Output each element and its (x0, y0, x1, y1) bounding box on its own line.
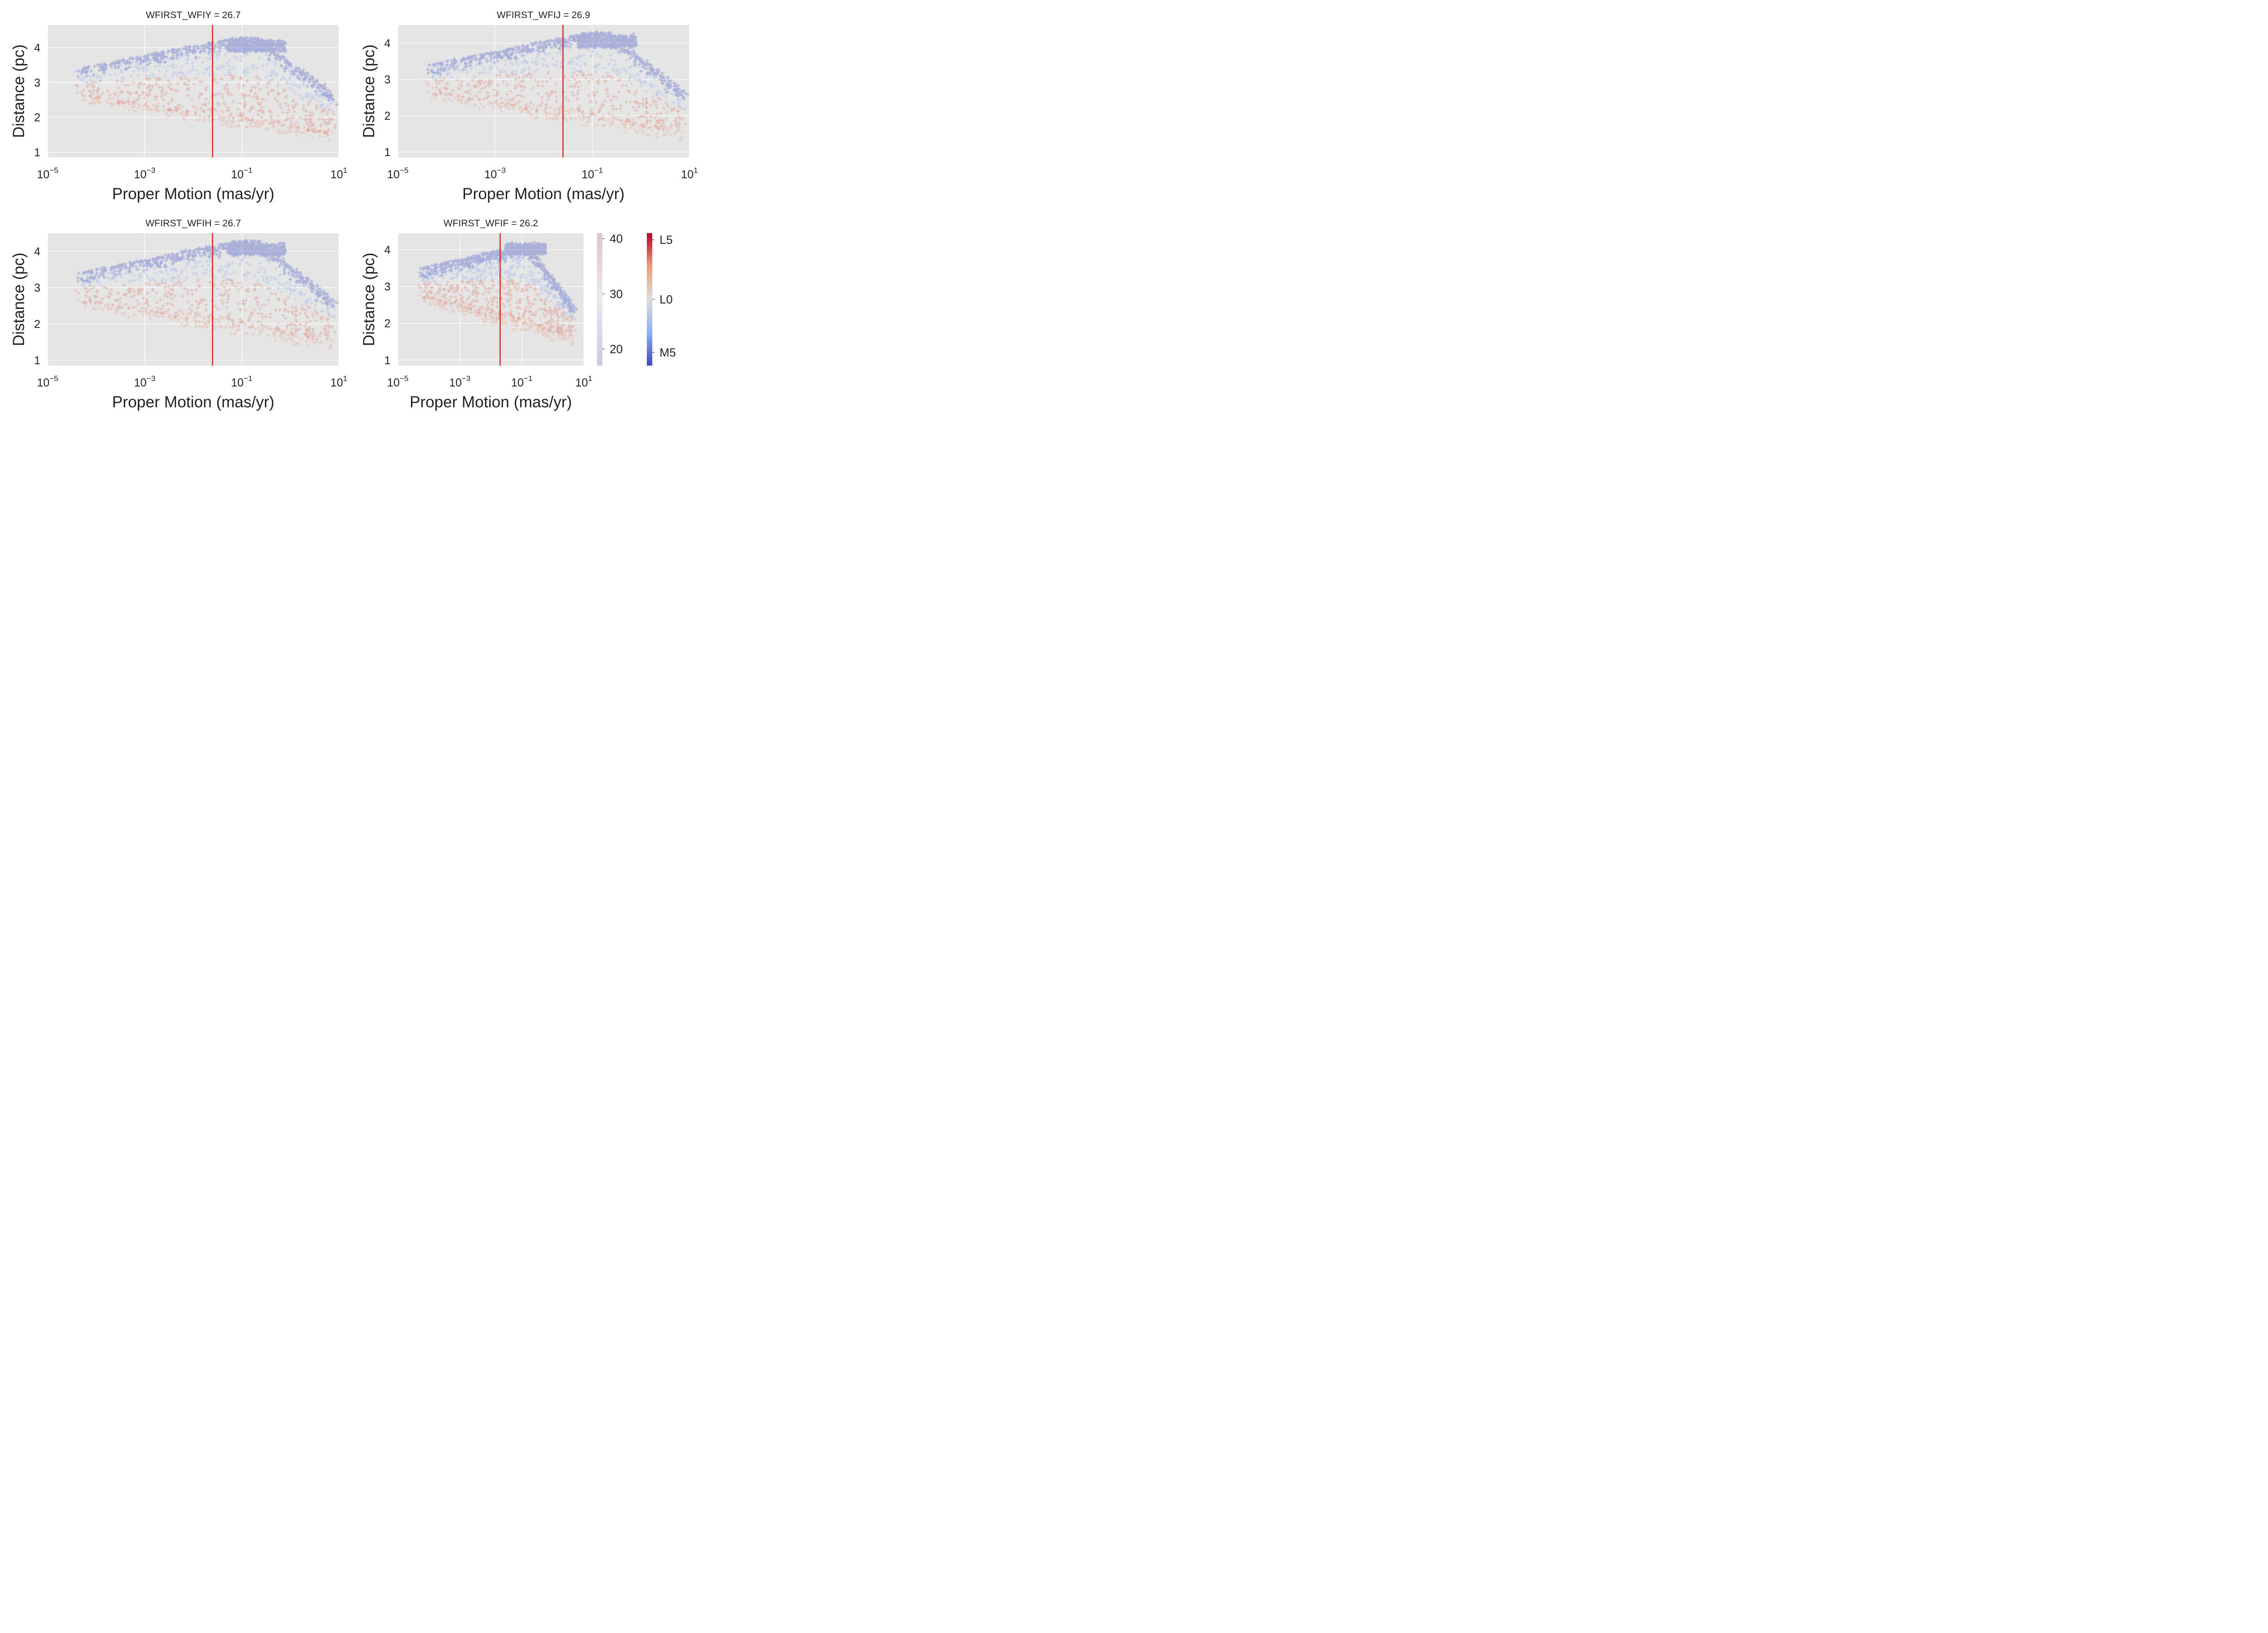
panel-title: WFIRST_WFIH = 26.7 (146, 218, 241, 229)
y-tick-label: 2 (384, 110, 391, 122)
point-cloud (74, 239, 339, 350)
scatter-points (74, 278, 337, 341)
scatter-points (76, 239, 339, 308)
scatter-points (418, 289, 575, 346)
x-axis-label: Proper Motion (mas/yr) (112, 393, 274, 411)
scatter-points (74, 44, 336, 113)
y-axis-label: Distance (pc) (360, 253, 378, 346)
y-tick-label: 3 (34, 77, 40, 89)
x-tick-labels: 10−5 10−3 10−1 101 (387, 374, 592, 389)
grid-lines (397, 233, 584, 366)
x-tick-label: 101 (330, 374, 347, 389)
x-tick-label: 10−5 (387, 166, 408, 181)
x-tick-label: 10−5 (37, 166, 58, 181)
y-tick-label: 1 (34, 146, 40, 159)
scatter-points (430, 42, 688, 111)
x-tick-label: 101 (330, 166, 347, 181)
plot-area (48, 233, 339, 366)
y-tick-label: 1 (384, 146, 391, 159)
y-tick-labels: 1 2 3 4 (384, 37, 391, 159)
colorbar-tick-label: 40 (610, 232, 623, 245)
y-tick-label: 1 (34, 354, 40, 367)
point-cloud (74, 35, 339, 142)
scatter-points (420, 253, 577, 321)
x-tick-label: 10−3 (449, 374, 470, 389)
alpha-colorbar-strip (597, 233, 602, 366)
alpha-colorbar: 20 30 40 (597, 232, 623, 366)
x-tick-label: 10−1 (231, 374, 252, 389)
x-axis-label: Proper Motion (mas/yr) (410, 393, 572, 411)
colorbar-tick-label: 20 (610, 342, 623, 356)
scatter-points (74, 73, 337, 135)
y-tick-label: 3 (34, 282, 40, 294)
spectral-colorbar-ticks: M5 L0 L5 (652, 233, 676, 359)
x-tick-label: 10−1 (582, 166, 603, 181)
x-tick-labels: 10−5 10−3 10−1 101 (387, 166, 698, 181)
x-axis-label: Proper Motion (mas/yr) (462, 185, 625, 203)
x-tick-labels: 10−5 10−3 10−1 101 (37, 166, 347, 181)
x-tick-labels: 10−5 10−3 10−1 101 (37, 374, 347, 389)
plot-area (48, 25, 339, 157)
scatter-points (424, 70, 688, 133)
point-cloud (424, 30, 690, 142)
x-tick-label: 10−1 (231, 166, 252, 181)
y-tick-label: 2 (34, 112, 40, 124)
panel-title: WFIRST_WFIY = 26.7 (146, 10, 240, 20)
x-tick-label: 10−5 (37, 374, 58, 389)
y-axis-label: Distance (pc) (10, 253, 28, 346)
scatter-points (426, 30, 690, 100)
plot-area (398, 233, 584, 366)
y-tick-label: 2 (34, 318, 40, 331)
spectral-colorbar-strip (647, 233, 652, 366)
scatter-points (426, 86, 684, 142)
x-tick-label: 10−3 (484, 166, 506, 181)
scatter-points (417, 279, 577, 337)
scatter-points (76, 294, 334, 350)
plot-area (398, 25, 689, 157)
y-axis-label: Distance (pc) (10, 44, 28, 138)
y-tick-label: 2 (384, 318, 391, 330)
y-tick-label: 1 (384, 354, 391, 367)
y-tick-label: 4 (34, 245, 40, 258)
scatter-points (418, 240, 578, 314)
scatter-points (80, 248, 337, 319)
x-axis-label: Proper Motion (mas/yr) (112, 185, 274, 203)
point-cloud (417, 240, 578, 346)
y-tick-labels: 1 2 3 4 (384, 244, 391, 367)
y-tick-label: 4 (384, 244, 391, 257)
scatter-points (76, 35, 339, 107)
grid-lines (47, 233, 339, 366)
y-tick-labels: 1 2 3 4 (34, 42, 40, 159)
colorbar-tick-label: L0 (660, 293, 673, 306)
x-tick-label: 10−3 (134, 374, 155, 389)
x-tick-label: 10−5 (387, 374, 408, 389)
x-tick-label: 10−1 (511, 374, 533, 389)
panel-title: WFIRST_WFIJ = 26.9 (497, 10, 590, 20)
y-tick-labels: 1 2 3 4 (34, 245, 40, 367)
alpha-colorbar-ticks: 20 30 40 (602, 232, 623, 356)
x-tick-label: 101 (681, 166, 698, 181)
colorbar-tick-label: 30 (610, 287, 623, 301)
grid-lines (47, 25, 339, 157)
grid-lines (397, 25, 690, 157)
panel-title: WFIRST_WFIF = 26.2 (444, 218, 538, 229)
y-tick-label: 4 (384, 37, 391, 50)
spectral-type-colorbar: M5 L0 L5 (647, 233, 676, 366)
colorbar-tick-label: L5 (660, 233, 673, 247)
colorbar-tick-label: M5 (660, 346, 676, 359)
y-tick-label: 3 (384, 281, 391, 293)
y-axis-label: Distance (pc) (360, 44, 378, 138)
scatter-points (81, 89, 334, 142)
x-tick-label: 101 (575, 374, 592, 389)
y-tick-label: 4 (34, 42, 40, 54)
y-tick-label: 3 (384, 73, 391, 86)
x-tick-label: 10−3 (134, 166, 155, 181)
